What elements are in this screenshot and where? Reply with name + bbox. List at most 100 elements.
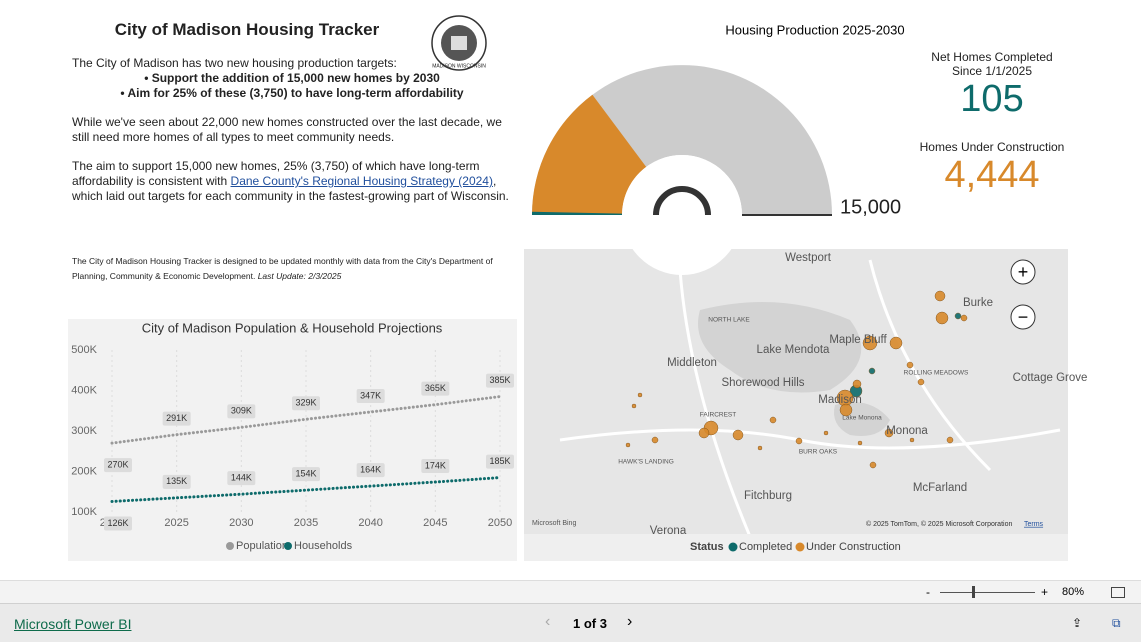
data-label-bg [356, 463, 385, 478]
data-label: 309K [231, 406, 252, 416]
open-new[interactable]: ⧉ [1112, 616, 1121, 630]
place-label: Maple Bluff [829, 334, 887, 346]
share[interactable]: ⇪ [1072, 616, 1083, 630]
charts: + − Microsoft Bing © 2025 TomTom, © 2025… [68, 22, 1087, 561]
x-tick-label: 2030 [229, 517, 253, 529]
series-line [110, 476, 502, 503]
zoom-minus[interactable]: - [926, 585, 930, 599]
kpi-value: 105 [960, 78, 1024, 120]
place-label: Lake Monona [842, 415, 882, 422]
map: + − Microsoft Bing © 2025 TomTom, © 2025… [524, 249, 1087, 561]
terms-link[interactable]: Terms [1024, 521, 1044, 528]
zoom-out[interactable] [1010, 304, 1036, 330]
gauge-title: Housing Production 2025-2030 [725, 22, 904, 37]
x-tick-label: 2035 [294, 517, 318, 529]
line-panel [68, 319, 517, 561]
strategy-link[interactable]: Dane County's Regional Housing Strategy … [230, 174, 493, 188]
place-label: McFarland [913, 482, 967, 494]
site-marker [862, 335, 878, 351]
next-page[interactable]: › [627, 613, 633, 630]
kpi-card: Homes Under Construction 4,444 [912, 140, 1072, 197]
site-marker [637, 392, 643, 398]
road [678, 269, 762, 561]
data-label: 347K [360, 390, 381, 400]
legend-marker [284, 542, 292, 550]
x-tick-label: 2045 [423, 517, 447, 529]
site-marker [884, 428, 894, 438]
data-label-bg [421, 381, 450, 396]
place-label: Fitchburg [744, 490, 792, 502]
gauge-segment [532, 94, 647, 215]
zoom-plus[interactable]: + [1041, 585, 1049, 599]
data-label-bg [486, 373, 514, 388]
place-label: Madison [818, 394, 861, 406]
site-marker [631, 403, 637, 409]
site-marker [906, 361, 914, 369]
legend-marker [226, 542, 234, 550]
seal-text: MADISON WISCONSIN [432, 63, 486, 69]
place-label: HAWK'S LANDING [618, 459, 674, 466]
intro: The City of Madison has two new housing … [72, 56, 512, 218]
place-label: Westport [785, 252, 832, 264]
y-tick-label: 200K [71, 465, 97, 477]
data-label: 164K [360, 464, 381, 474]
data-label-bg [104, 458, 132, 473]
place-label: FAIRCREST [700, 412, 737, 419]
gauge-hub [622, 155, 742, 275]
place-label: Burke [963, 297, 993, 309]
text: The aim to support 15,000 new homes, 25%… [72, 159, 480, 188]
zoom-in[interactable] [1010, 259, 1036, 285]
data-label-bg [292, 396, 320, 411]
data-label-bg [162, 474, 191, 489]
site-marker [868, 367, 876, 375]
site-marker [839, 403, 853, 417]
site-marker [769, 416, 777, 424]
text: , which laid out targets for each commun… [72, 174, 509, 203]
site-marker [935, 311, 949, 325]
place-label: Middleton [667, 357, 717, 369]
site-marker [954, 312, 962, 320]
legend-label: Households [294, 540, 353, 552]
y-tick-label: 400K [71, 384, 97, 396]
attribution: © 2025 TomTom, © 2025 Microsoft Corporat… [866, 520, 1012, 528]
paragraph: The aim to support 15,000 new homes, 25%… [72, 159, 512, 204]
legend-marker [795, 542, 805, 552]
zoom-slider[interactable] [940, 592, 1035, 593]
line-chart-title: City of Madison Population & Household P… [142, 320, 443, 335]
data-label: 144K [231, 473, 252, 483]
data-label: 126K [107, 518, 128, 528]
data-label-bg [162, 411, 191, 426]
fit-page[interactable] [1111, 587, 1125, 598]
series-line [110, 395, 502, 445]
note: The City of Madison Housing Tracker is d… [72, 254, 512, 284]
place-label: Monona [886, 425, 928, 437]
data-label: 270K [107, 460, 128, 470]
zoom-in-label: + [1018, 262, 1029, 282]
intro-lead: The City of Madison has two new housing … [72, 56, 397, 70]
zoom-thumb[interactable] [972, 586, 975, 598]
site-marker [651, 436, 659, 444]
site-marker [852, 379, 862, 389]
road [868, 259, 992, 472]
place-label: BURR OAKS [799, 449, 838, 456]
prev-page[interactable]: ‹ [545, 613, 551, 630]
zoom-bar: - + 80% [0, 580, 1141, 604]
place-label: Shorewood Hills [721, 377, 804, 389]
x-tick-label: 2040 [358, 517, 382, 529]
legend-marker [728, 542, 738, 552]
data-label: 329K [295, 398, 316, 408]
brand-link[interactable]: Microsoft Power BI [14, 616, 132, 632]
place-label: Lake Mendota [757, 344, 830, 356]
site-marker [934, 290, 946, 302]
site-marker [857, 440, 863, 446]
place-label: NORTH LAKE [708, 317, 750, 324]
data-label-bg [292, 467, 320, 482]
y-tick-label: 500K [71, 344, 97, 356]
x-tick-label: 2025 [164, 517, 188, 529]
lake [698, 302, 862, 393]
bing-logo: Microsoft Bing [532, 520, 576, 527]
kpi-value: 4,444 [944, 154, 1040, 196]
site-marker [625, 442, 631, 448]
data-label-bg [227, 471, 256, 486]
